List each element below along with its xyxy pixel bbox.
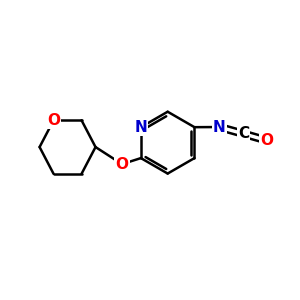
Text: N: N — [213, 119, 226, 134]
Text: C: C — [238, 126, 249, 141]
Text: O: O — [116, 157, 128, 172]
Text: O: O — [47, 113, 60, 128]
Text: O: O — [260, 133, 273, 148]
Text: N: N — [134, 120, 147, 135]
